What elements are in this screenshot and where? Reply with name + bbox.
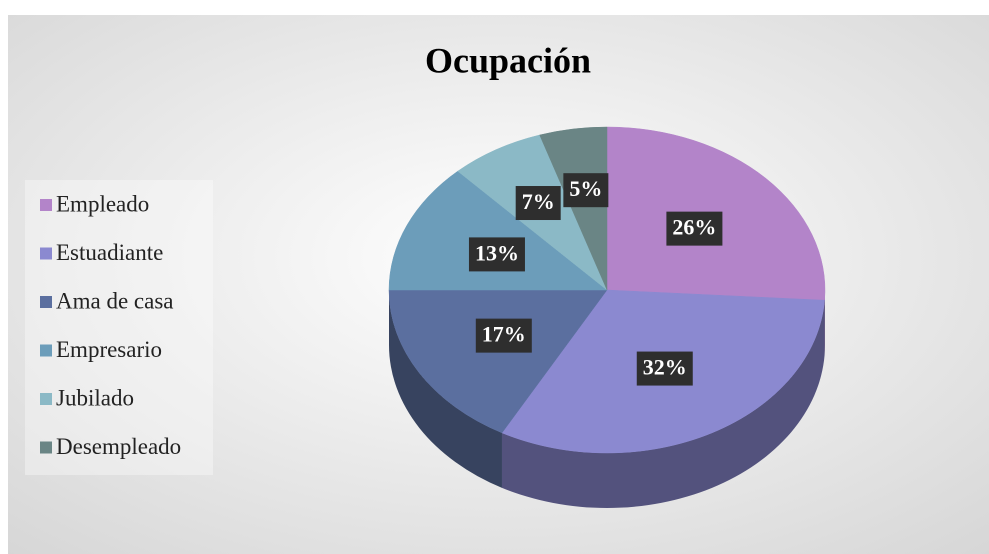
data-label-box [468,237,525,272]
slice-side [389,290,502,488]
data-label-group: 7% [515,186,561,221]
slice [388,170,608,291]
legend-swatch [40,199,52,211]
legend-box [25,180,213,475]
slice-side [501,300,825,508]
data-label: 32% [643,355,687,380]
data-label-box [636,351,693,386]
legend-label: Estuadiante [56,240,163,265]
data-label-group: 13% [468,237,525,272]
slice [539,126,608,291]
data-label-group: 17% [475,318,532,353]
legend-label: Ama de casa [56,288,174,313]
data-label-box [563,173,609,208]
legend-swatch [40,393,52,405]
legend-label: Empleado [56,191,149,216]
data-label-group: 32% [636,351,693,386]
legend-swatch [40,344,52,357]
data-label: 26% [672,215,716,240]
data-label: 13% [475,240,519,265]
data-label: 17% [482,322,526,347]
data-label: 5% [569,176,602,201]
slice [388,289,608,434]
legend-swatch [40,296,52,308]
data-label-group: 5% [563,173,609,208]
legend-label: Empresario [56,337,162,362]
chart-title: Ocupación [425,40,591,80]
data-label-box [475,318,532,353]
legend-label: Desempleado [56,434,181,459]
legend-label: Jubilado [56,385,134,410]
data-label-group: 26% [666,211,723,246]
data-label: 7% [522,189,555,214]
legend-swatch [40,247,52,260]
legend-swatch [40,441,52,454]
data-label-box [515,186,561,221]
data-label-box [666,211,723,246]
